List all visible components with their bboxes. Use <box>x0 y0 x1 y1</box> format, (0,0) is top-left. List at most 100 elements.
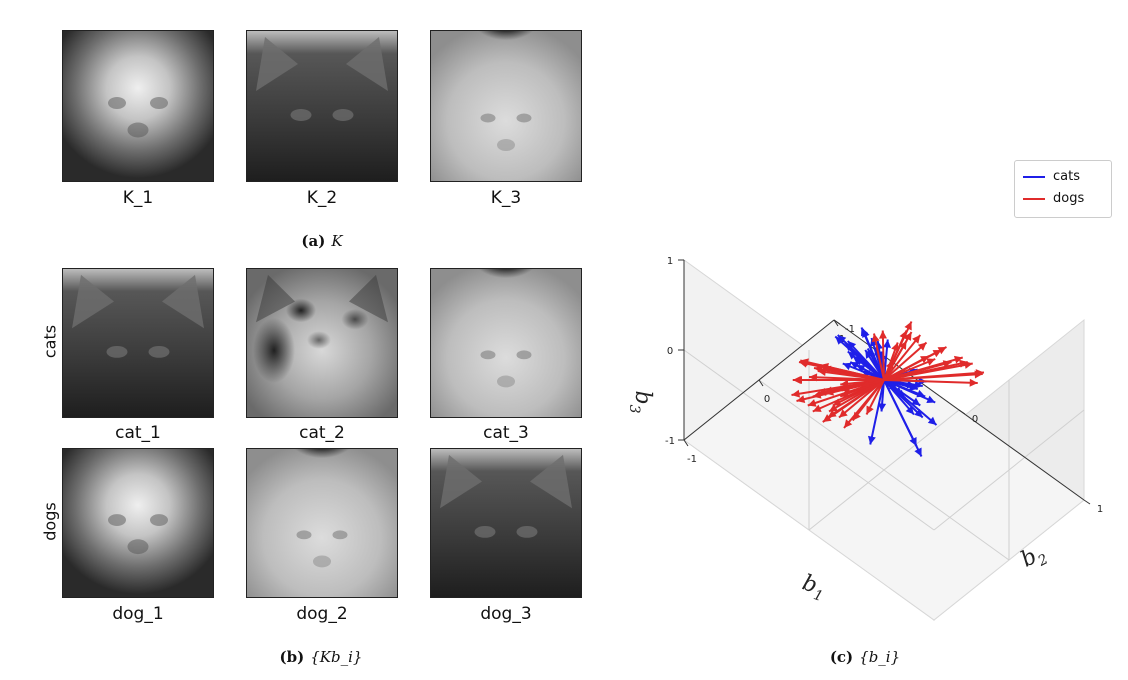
dogs-arrowhead-36 <box>917 342 927 351</box>
b1-tick-label: 1 <box>1097 504 1103 515</box>
cats-arrowhead-14 <box>878 403 887 412</box>
cat2-image <box>246 268 398 418</box>
cats-arrow-9 <box>883 379 936 404</box>
dogs-arrowhead-31 <box>825 387 834 396</box>
dogs-arrowhead-33 <box>840 389 850 398</box>
k3-image-graphic <box>431 31 581 181</box>
cats-arrowhead-2 <box>914 409 923 418</box>
cats-arrowhead-28 <box>842 362 852 371</box>
cat1-image <box>62 268 214 418</box>
cats-arrowhead-38 <box>914 447 922 457</box>
dogs-arrowhead-46 <box>840 379 849 388</box>
dogs-arrowhead-1 <box>912 335 921 344</box>
k1-label: K_1 <box>122 188 154 208</box>
b3-tick-label: 1 <box>667 256 673 267</box>
dogs-arrowhead-20 <box>796 395 806 404</box>
row-label-cats: cats <box>40 324 60 359</box>
dogs-arrow-29 <box>843 379 885 429</box>
dogs-arrowhead-28 <box>866 405 874 415</box>
cats-arrow-33 <box>869 379 885 445</box>
grid-line <box>808 409 960 531</box>
b2-tick <box>758 379 764 387</box>
b1-tick <box>1083 499 1091 505</box>
dogs-arrowhead-43 <box>891 342 899 352</box>
cats-arrowhead-19 <box>850 362 860 370</box>
cat3-image-graphic <box>431 269 581 417</box>
b3-tick-label: 0 <box>667 346 673 357</box>
k1-image <box>62 30 214 182</box>
dogs-arrow-49 <box>883 361 952 381</box>
cat3-label: cat_3 <box>483 423 529 443</box>
dogs-arrowhead-8 <box>904 332 912 341</box>
dogs-arrowhead-25 <box>839 409 848 418</box>
cats-arrowhead-1 <box>911 397 921 406</box>
cats-arrow-38 <box>883 379 923 457</box>
legend: cats dogs <box>1014 160 1112 218</box>
dogs-arrowhead-9 <box>959 359 968 368</box>
dogs-arrowhead-44 <box>885 360 894 370</box>
grid-line <box>683 349 935 531</box>
dogs-arrowhead-47 <box>861 380 871 388</box>
cats-arrowhead-31 <box>860 327 869 337</box>
cat3-image <box>430 268 582 418</box>
dogs-arrowhead-49 <box>942 360 952 368</box>
cat2-image-graphic <box>247 269 397 417</box>
dogs-arrowhead-38 <box>926 358 936 366</box>
cats-arrowhead-33 <box>868 435 876 445</box>
cats-arrowhead-36 <box>847 351 857 360</box>
cats-arrowhead-34 <box>914 380 923 389</box>
b2-tick-label: 0 <box>764 394 770 405</box>
b1-tick <box>958 409 966 415</box>
dogs-arrowhead-23 <box>822 414 832 422</box>
dogs-arrow-38 <box>883 358 936 381</box>
b3-axis-label: b3 <box>626 390 655 413</box>
dog2-image-graphic <box>247 449 397 597</box>
cats-arrowhead-13 <box>888 382 898 391</box>
cat1-label: cat_1 <box>115 423 161 443</box>
cats-arrowhead-24 <box>865 350 873 359</box>
cats-arrowhead-35 <box>883 339 891 348</box>
dog3-label: dog_3 <box>480 604 532 624</box>
dog2-image <box>246 448 398 598</box>
legend-swatch-cats <box>1023 175 1045 178</box>
dogs-arrowhead-11 <box>932 350 942 358</box>
dogs-arrowhead-10 <box>969 378 978 387</box>
dogs-arrowhead-42 <box>814 365 823 374</box>
dogs-arrowhead-0 <box>937 347 947 355</box>
legend-item-cats: cats <box>1023 169 1080 184</box>
k1-image-graphic <box>63 31 213 181</box>
dogs-arrowhead-45 <box>878 330 887 339</box>
legend-swatch-dogs <box>1023 197 1045 200</box>
dogs-arrowhead-13 <box>807 399 817 407</box>
dogs-arrow-23 <box>822 379 885 423</box>
dogs-arrowhead-14 <box>827 409 837 418</box>
dogs-arrow-42 <box>813 367 885 381</box>
dog1-image-graphic <box>63 449 213 597</box>
cats-arrowhead-39 <box>856 365 866 373</box>
b1-tick <box>833 319 841 325</box>
cats-arrowhead-9 <box>926 395 936 403</box>
dogs-arrowhead-19 <box>832 398 842 406</box>
dogs-arrowhead-6 <box>871 333 880 343</box>
cats-arrowhead-10 <box>905 405 914 415</box>
dogs-arrowhead-37 <box>904 321 912 331</box>
caption-b: (b) {Kb_i} <box>279 648 363 666</box>
cats-arrow-31 <box>860 327 885 381</box>
dog3-image-graphic <box>431 449 581 597</box>
cats-arrowhead-6 <box>927 416 937 425</box>
b2-axis-label: b1 <box>798 570 829 605</box>
b2-tick-label: -1 <box>687 454 697 465</box>
k3-label: K_3 <box>490 188 522 208</box>
dogs-arrowhead-39 <box>899 330 907 340</box>
dogs-arrowhead-2 <box>953 355 963 364</box>
dogs-arrowhead-29 <box>844 419 853 428</box>
dogs-arrowhead-41 <box>800 358 809 367</box>
dog1-image <box>62 448 214 598</box>
b2-tick <box>683 439 689 447</box>
cats-arrowhead-26 <box>837 335 847 344</box>
cats-arrow-26 <box>837 334 885 381</box>
legend-label-cats: cats <box>1053 169 1080 184</box>
k2-label: K_2 <box>306 188 338 208</box>
legend-label-dogs: dogs <box>1053 191 1085 206</box>
